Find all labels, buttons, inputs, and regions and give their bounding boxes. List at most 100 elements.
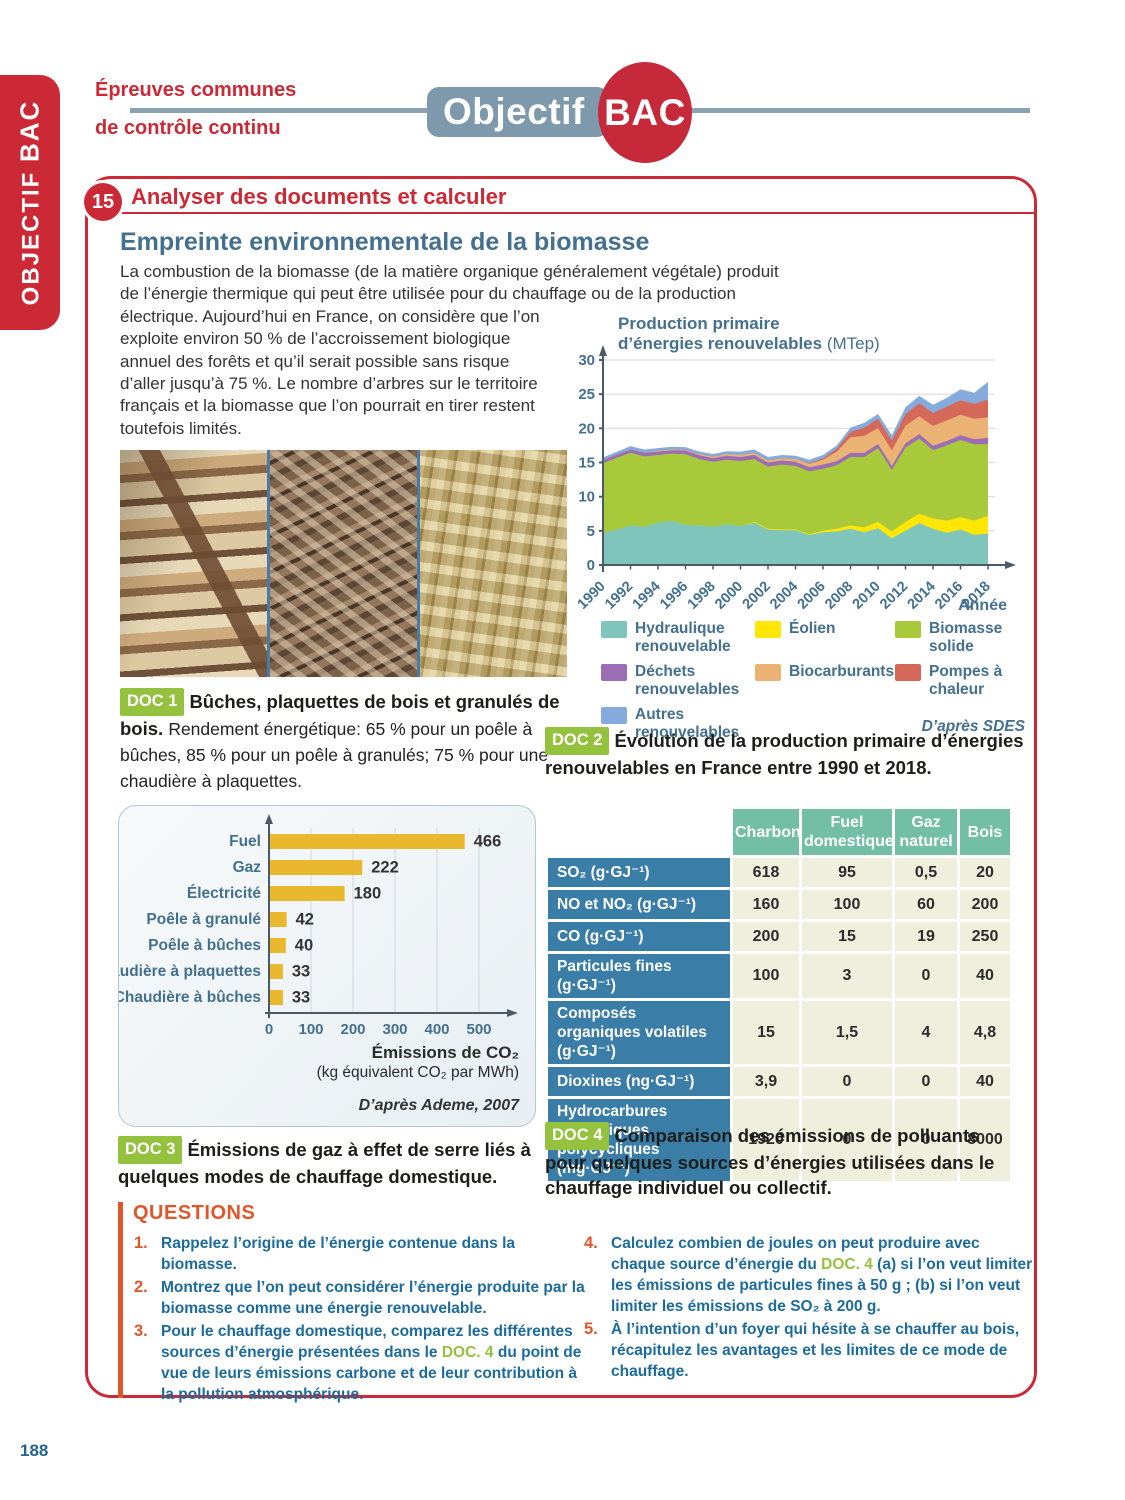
table-cell: 60: [895, 890, 957, 919]
table-cell: 0: [802, 1099, 892, 1181]
doc-reference: DOC. 4: [821, 1256, 873, 1273]
table-row: CO (g·GJ⁻¹) 200 15 19 250: [548, 922, 1010, 951]
series-subtitle-line1: Épreuves communes: [95, 79, 297, 101]
doc1-badge: DOC 1: [120, 688, 185, 716]
doc1-caption-title: Bûches, plaquettes de bois et granulés d…: [120, 691, 560, 739]
svg-text:42: 42: [296, 911, 314, 929]
area-series-0: [603, 520, 988, 565]
question-number: 5.: [584, 1320, 598, 1338]
svg-text:15: 15: [578, 455, 595, 472]
table-column-header: Charbon: [733, 809, 801, 855]
doc4-caption: DOC 4 Comparaison des émissions de pollua…: [545, 1122, 1025, 1200]
svg-text:2010: 2010: [850, 579, 884, 613]
objectif-logo: Objectif: [427, 87, 609, 137]
legend-item: Déchets renouvelables: [601, 663, 755, 699]
exercise-number-badge: 15: [84, 183, 122, 221]
side-tab-label: OBJECTIF BAC: [14, 99, 45, 306]
doc3-badge: DOC 3: [118, 1136, 183, 1164]
legend-swatch: [601, 664, 627, 681]
svg-text:33: 33: [292, 989, 310, 1007]
table-row-label: CO (g·GJ⁻¹): [548, 922, 730, 951]
svg-text:2006: 2006: [795, 579, 829, 613]
question-number: 3.: [134, 1322, 148, 1340]
legend-label: Éolien: [789, 620, 836, 637]
legend-label: Biomasse solide: [929, 620, 1003, 655]
svg-text:Émissions de CO₂: Émissions de CO₂: [372, 1043, 519, 1062]
question-number: 1.: [134, 1234, 148, 1252]
exercise-frame: [85, 176, 1037, 1398]
table-cell: 0: [802, 1067, 892, 1096]
table-cell: 15: [733, 1001, 799, 1064]
series-subtitle-line2: de contrôle continu: [95, 117, 281, 139]
table-row-label: NO et NO₂ (g·GJ⁻¹): [548, 890, 730, 919]
svg-text:400: 400: [424, 1021, 449, 1038]
frame-header-rule: [88, 212, 1034, 214]
svg-text:Gaz: Gaz: [233, 859, 262, 876]
table-row-label: Composés organiques volatiles (g·GJ⁻¹): [548, 1001, 730, 1064]
bac-logo-badge: BAC: [598, 62, 692, 163]
legend-label: Hydraulique renouvelable: [635, 620, 731, 655]
table-row: Composés organiques volatiles (g·GJ⁻¹) 15…: [548, 1001, 1010, 1064]
question-text: Pour le chauffage domestique, comparez l…: [161, 1323, 582, 1403]
table-cell: 4: [895, 1001, 957, 1064]
doc4-badge: DOC 4: [545, 1122, 610, 1150]
table-cell: 8000: [960, 1099, 1010, 1181]
intro-paragraph: La combustion de la biomasse (de la mati…: [120, 262, 779, 438]
table-cell: 0: [895, 1067, 957, 1096]
table-cell: 200: [960, 890, 1010, 919]
table-cell: 100: [733, 954, 799, 998]
bar-5: [269, 964, 283, 979]
legend-item: Pompes à chaleur: [895, 663, 1025, 699]
svg-text:Année: Année: [958, 597, 1007, 614]
question-text: À l’intention d’un foyer qui hésite à se…: [611, 1321, 1020, 1380]
svg-text:0: 0: [265, 1021, 273, 1038]
svg-text:Chaudière à plaquettes: Chaudière à plaquettes: [119, 963, 261, 980]
question-item: 1. Rappelez l’origine de l’énergie conten…: [134, 1233, 589, 1275]
svg-text:2000: 2000: [712, 579, 746, 613]
table-cell: 40: [960, 1067, 1010, 1096]
bar-1: [269, 860, 363, 875]
table-row: Dioxines (ng·GJ⁻¹) 3,9 0 0 40: [548, 1067, 1010, 1096]
legend-swatch: [895, 621, 921, 638]
bar-6: [269, 990, 283, 1005]
svg-text:200: 200: [340, 1021, 365, 1038]
doc2-caption: DOC 2 Évolution de la production primaire…: [545, 727, 1025, 780]
doc4-caption-text: Comparaison des émissions de polluants p…: [545, 1125, 995, 1198]
table-row-label: Dioxines (ng·GJ⁻¹): [548, 1067, 730, 1096]
svg-text:Poêle à bûches: Poêle à bûches: [148, 937, 261, 954]
svg-text:Chaudière à bûches: Chaudière à bûches: [119, 989, 261, 1006]
area-chart-title: Production primaire d’énergies renouvela…: [618, 314, 880, 353]
svg-text:1998: 1998: [685, 579, 719, 613]
table-cell: 3,9: [733, 1067, 799, 1096]
bar-3: [269, 912, 287, 927]
table-header-row: Charbon Fuel domestique Gaz naturel Bois: [548, 809, 1010, 855]
page-title: Empreinte environnementale de la biomass…: [120, 228, 650, 256]
table-cell: 20: [960, 858, 1010, 887]
questions-column-2: 4. Calculez combien de joules on peut pro…: [584, 1233, 1036, 1382]
table-cell: 19: [895, 922, 957, 951]
table-row: NO et NO₂ (g·GJ⁻¹) 160 100 60 200: [548, 890, 1010, 919]
table-cell: 618: [733, 858, 799, 887]
table-cell: 1920: [733, 1099, 799, 1181]
legend-item: Éolien: [755, 620, 895, 656]
svg-text:0: 0: [587, 557, 595, 574]
questions-heading: QUESTIONS: [133, 1202, 256, 1224]
question-item: 2. Montrez que l’on peut considérer l’éne…: [134, 1277, 589, 1319]
table-cell: 160: [733, 890, 799, 919]
photo-wood-logs: [120, 450, 267, 677]
legend-swatch: [895, 664, 921, 681]
svg-text:1992: 1992: [602, 579, 636, 613]
svg-text:222: 222: [371, 859, 399, 877]
legend-swatch: [601, 621, 627, 638]
table-column-header: Fuel domestique: [802, 809, 894, 855]
svg-text:2008: 2008: [822, 579, 856, 613]
doc1-caption-text: Rendement énergétique: 65 % pour un poêl…: [120, 719, 549, 791]
doc2-source: D’après SDES: [921, 718, 1025, 735]
legend-label: Pompes à chaleur: [929, 663, 1003, 698]
legend-label: Déchets renouvelables: [635, 663, 740, 698]
svg-text:2014: 2014: [905, 579, 939, 613]
table-cell: 0,5: [895, 858, 957, 887]
question-number: 2.: [134, 1278, 148, 1296]
doc2-badge: DOC 2: [545, 727, 610, 755]
